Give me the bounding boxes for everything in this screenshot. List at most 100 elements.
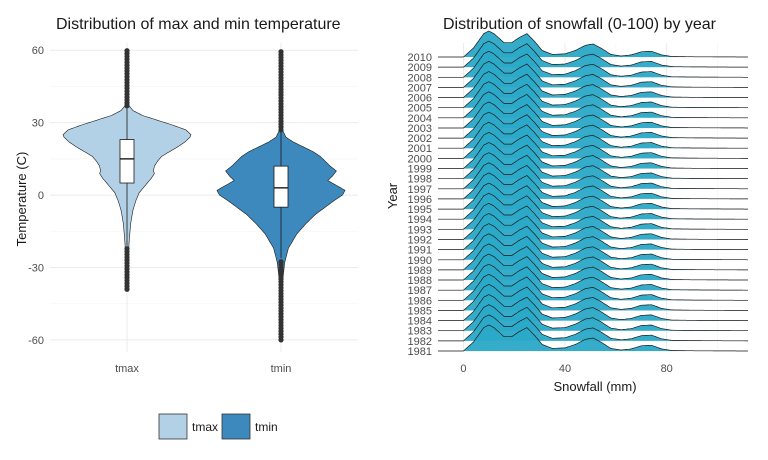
- x-tick-label: tmin: [271, 363, 292, 375]
- y-tick-label: 1997: [408, 184, 432, 196]
- outlier-point: [124, 246, 130, 252]
- box: [273, 165, 289, 208]
- y-tick-label: 1998: [408, 174, 432, 186]
- y-tick-label: 1994: [408, 214, 432, 226]
- ridgeline-x-axis-label: Snowfall (mm): [553, 379, 636, 394]
- ridge-outline: [438, 61, 748, 88]
- x-tick-label: 40: [559, 363, 571, 375]
- y-tick-label: 60: [32, 45, 44, 57]
- ridges: [438, 30, 749, 352]
- x-tick-label: tmax: [115, 363, 139, 375]
- y-tick-label: 1996: [408, 194, 432, 206]
- y-tick-label: -60: [28, 335, 44, 347]
- y-tick-label: 1983: [408, 326, 432, 338]
- ridgeline-x-ticks: 0 40 80: [460, 363, 672, 375]
- y-tick-label: 2001: [408, 143, 432, 155]
- y-tick-label: 1999: [408, 164, 432, 176]
- ridge-outline: [438, 91, 748, 119]
- outlier-point: [278, 49, 284, 55]
- y-tick-label: 2004: [408, 113, 432, 125]
- y-tick-label: -30: [28, 263, 44, 275]
- x-tick-label: 80: [661, 363, 673, 375]
- y-tick-label: 2007: [408, 82, 432, 94]
- y-tick-label: 1984: [408, 316, 432, 328]
- ridge-outline: [438, 213, 748, 240]
- violins: [62, 48, 346, 343]
- ridge-outline: [438, 304, 748, 332]
- ridge-outline: [438, 314, 748, 342]
- outliers: [278, 49, 284, 343]
- y-tick-label: 1981: [408, 346, 432, 358]
- ridge-outline: [438, 121, 748, 149]
- y-tick-label: 0: [38, 190, 44, 202]
- y-tick-label: 1985: [408, 305, 432, 317]
- y-tick-label: 2006: [408, 93, 432, 105]
- y-tick-label: 1992: [408, 234, 432, 246]
- ridge-outline: [438, 30, 748, 58]
- y-tick-label: 2009: [408, 62, 432, 74]
- ridgeline-y-axis-label: Year: [385, 182, 400, 209]
- violin-x-ticks: tmax tmin: [115, 363, 291, 375]
- legend-label-tmax: tmax: [192, 420, 218, 434]
- ridge-outline: [438, 111, 748, 139]
- y-tick-label: 1989: [408, 265, 432, 277]
- ridge-outline: [438, 162, 748, 190]
- ridge-outline: [438, 294, 748, 321]
- y-tick-label: 2008: [408, 72, 432, 84]
- ridge-outline: [438, 273, 748, 301]
- y-tick-label: 2005: [408, 103, 432, 115]
- y-tick-label: 2000: [408, 153, 432, 165]
- ridge-outline: [438, 233, 748, 261]
- y-tick-label: 1982: [408, 336, 432, 348]
- ridge-outline: [438, 50, 748, 78]
- x-tick-label: 0: [460, 363, 466, 375]
- outlier-point: [124, 48, 130, 54]
- violin-tmax: [62, 48, 192, 292]
- legend-label-tmin: tmin: [255, 420, 278, 434]
- box: [119, 139, 135, 184]
- ridge-outline: [438, 202, 748, 230]
- y-tick-label: 1993: [408, 224, 432, 236]
- ridge-outline: [438, 81, 748, 109]
- y-tick-label: 1995: [408, 204, 432, 216]
- ridgeline-y-ticks: 1981198219831984198519861987198819891990…: [408, 52, 432, 358]
- ridgeline-panel: Distribution of snowfall (0-100) by year…: [385, 16, 749, 394]
- ridge-outline: [438, 132, 748, 159]
- ridge-1981: [438, 324, 748, 352]
- y-tick-label: 2002: [408, 133, 432, 145]
- legend-key-tmax: [158, 413, 188, 440]
- violin-y-axis-label: Temperature (C): [14, 152, 29, 247]
- ridge-outline: [438, 40, 748, 68]
- ridge-outline: [438, 71, 749, 98]
- ridge-outline: [438, 223, 748, 250]
- violin-y-ticks: -60 -30 0 30 60: [28, 45, 44, 347]
- y-tick-label: 2003: [408, 123, 432, 135]
- ridge-outline: [438, 243, 748, 271]
- ridge-outline: [438, 101, 748, 129]
- ridge-outline: [438, 182, 748, 210]
- violin-panel: Distribution of max and min temperature …: [14, 16, 358, 440]
- y-tick-label: 1988: [408, 275, 432, 287]
- y-tick-label: 1990: [408, 255, 432, 267]
- ridge-outline: [438, 284, 748, 311]
- ridge-outline: [438, 152, 749, 180]
- y-tick-label: 1991: [408, 245, 432, 257]
- ridge-outline: [438, 263, 748, 291]
- ridgeline-title: Distribution of snowfall (0-100) by year: [443, 16, 717, 33]
- outliers: [124, 48, 130, 292]
- outlier-point: [278, 259, 284, 265]
- ridge-outline: [438, 253, 748, 281]
- y-tick-label: 30: [32, 118, 44, 130]
- legend-key-tmin: [221, 413, 251, 440]
- ridge-outline: [438, 142, 748, 169]
- ridge-outline: [438, 172, 748, 200]
- y-tick-label: 2010: [408, 52, 432, 64]
- violin-tmin: [216, 49, 346, 343]
- violin-legend: tmax tmin: [158, 413, 278, 440]
- y-tick-label: 1987: [408, 285, 432, 297]
- violin-title: Distribution of max and min temperature: [56, 16, 341, 33]
- ridge-outline: [438, 192, 748, 220]
- ridge-outline: [438, 324, 748, 352]
- y-tick-label: 1986: [408, 295, 432, 307]
